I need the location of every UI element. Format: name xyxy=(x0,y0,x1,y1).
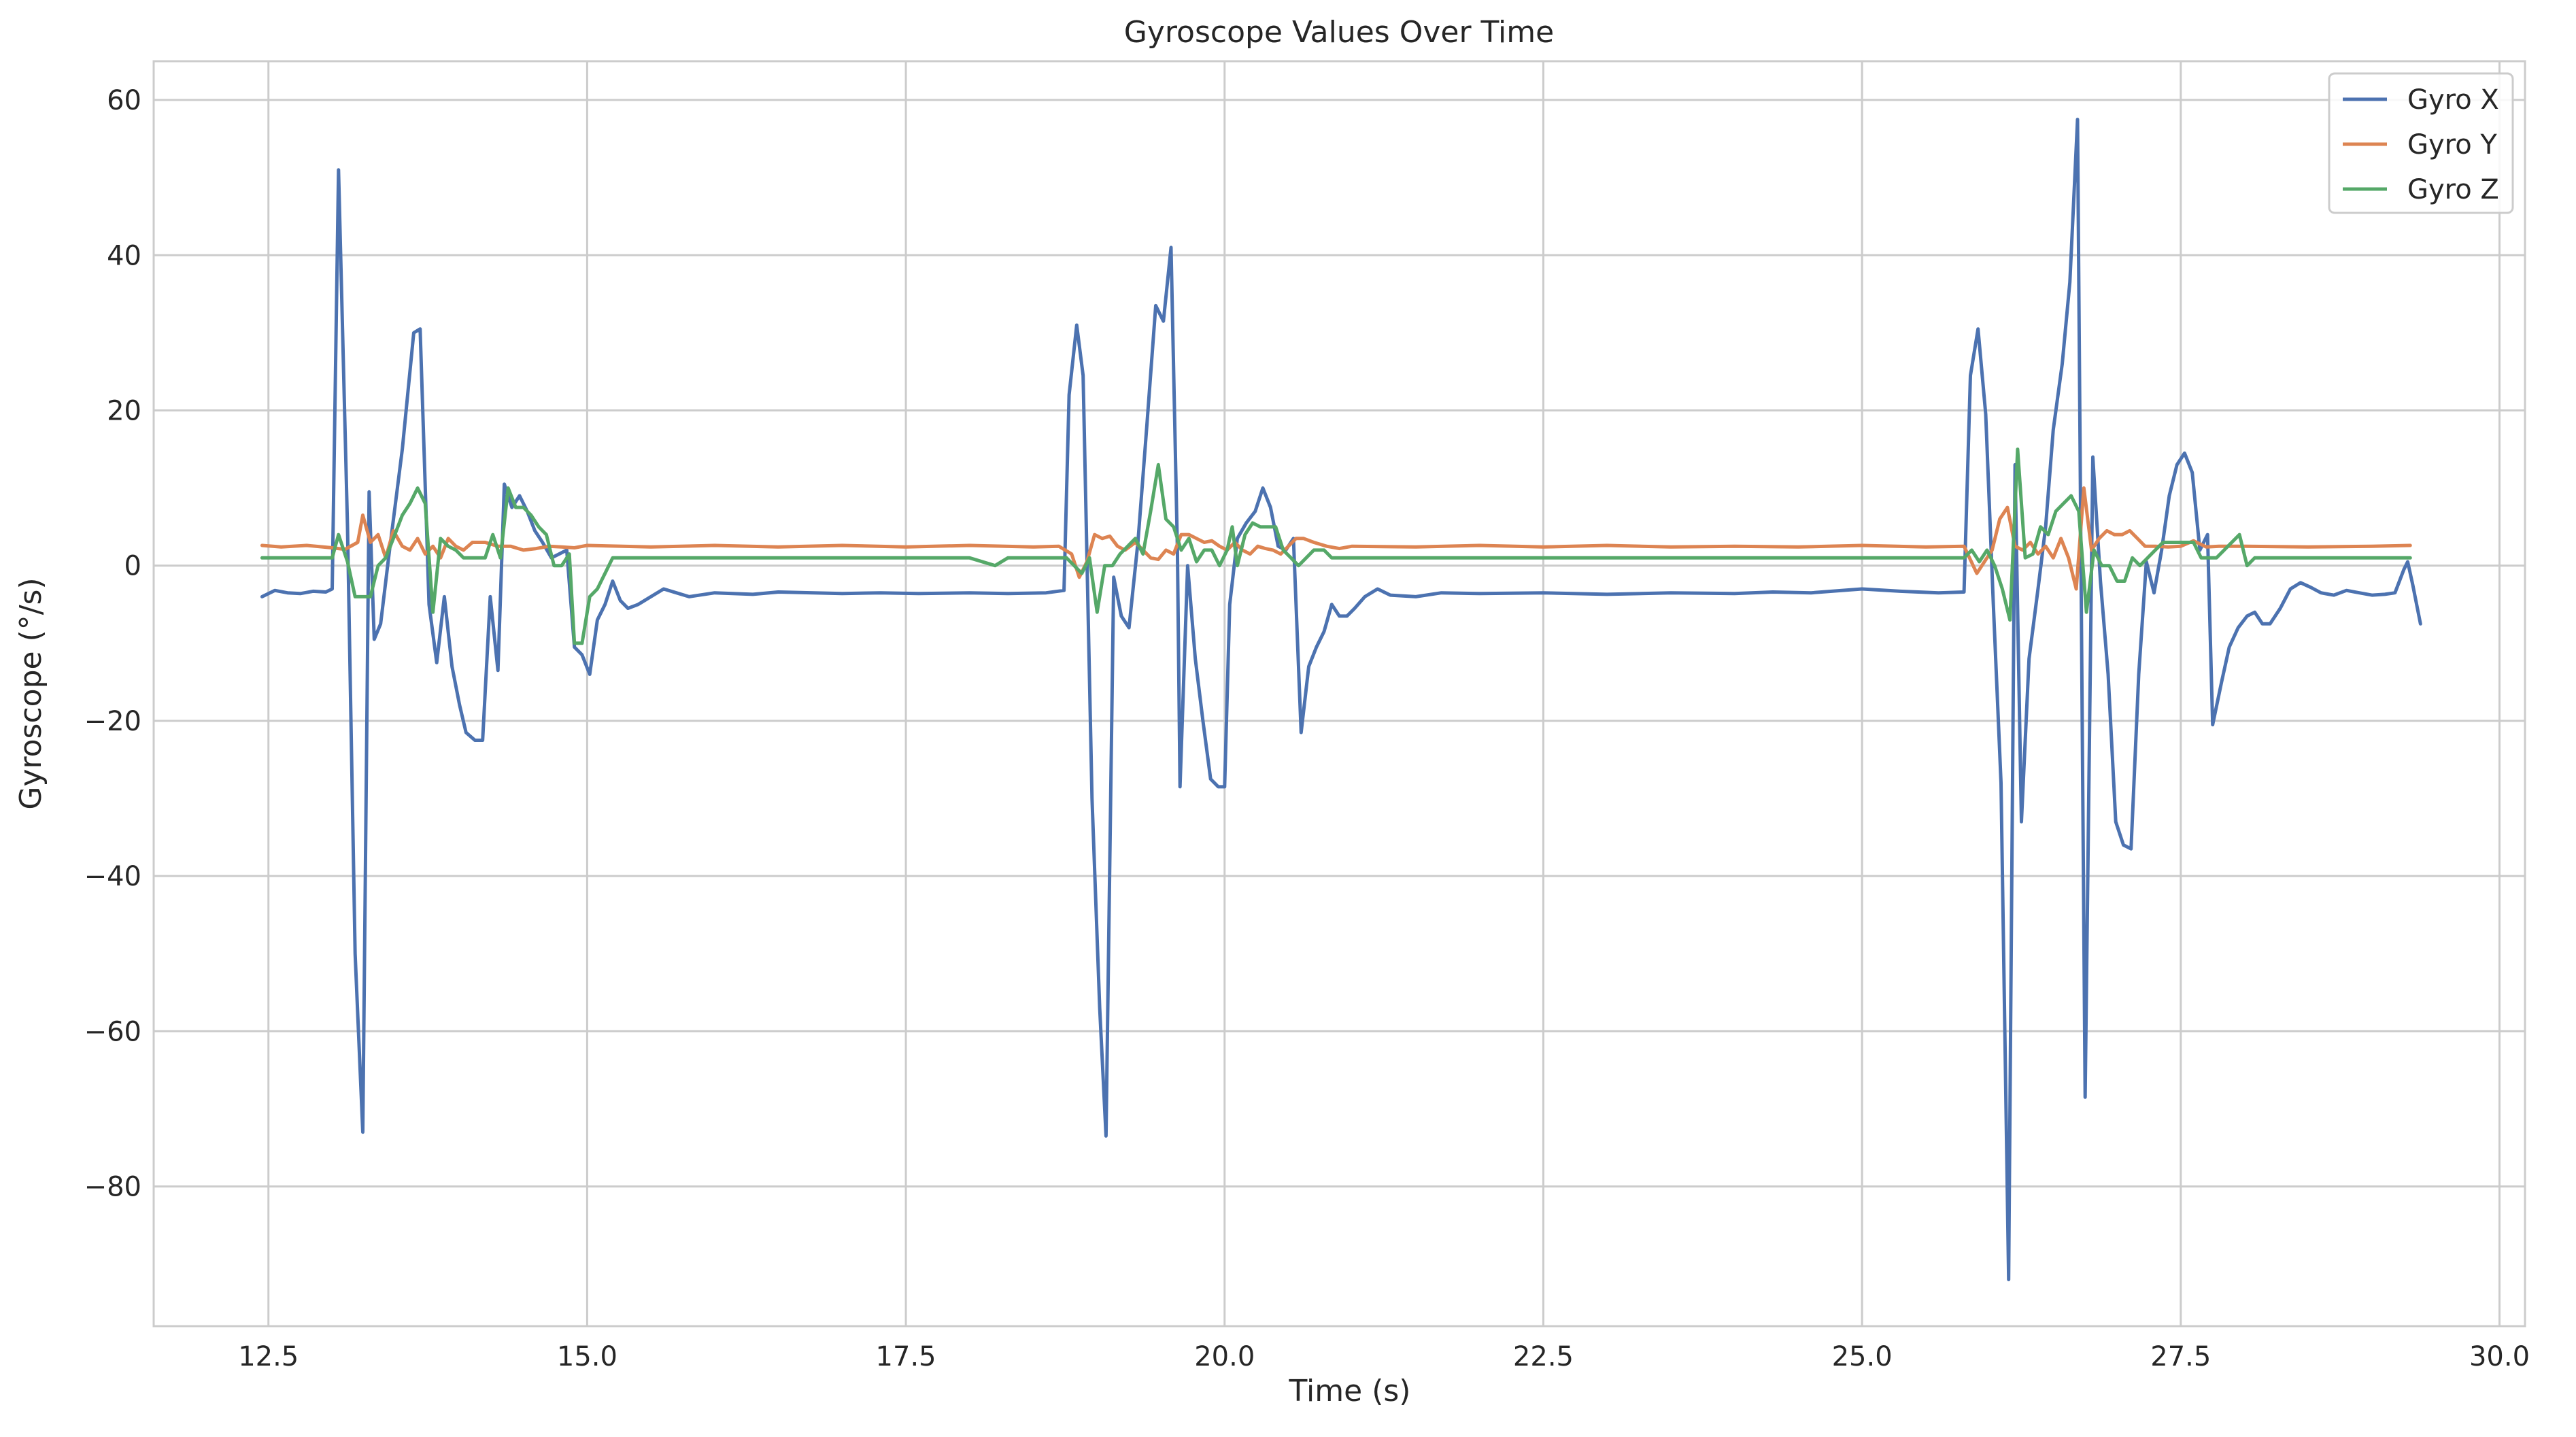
y-axis-ticks: 60 40 20 0 −20 −40 −60 −80 xyxy=(84,85,141,1203)
x-tick-label: 20.0 xyxy=(1194,1341,1255,1372)
x-axis-label: Time (s) xyxy=(1289,1374,1411,1408)
x-tick-label: 25.0 xyxy=(1832,1341,1893,1372)
y-tick-label: 40 xyxy=(107,240,141,271)
series-line-gyro-x xyxy=(260,118,2422,1281)
x-tick-label: 22.5 xyxy=(1513,1341,1574,1372)
legend-label: Gyro Y xyxy=(2407,129,2497,160)
y-axis-label: Gyroscope (°/s) xyxy=(14,577,48,809)
legend: Gyro X Gyro Y Gyro Z xyxy=(2328,72,2514,214)
grid xyxy=(154,61,2525,1326)
x-tick-label: 27.5 xyxy=(2150,1341,2211,1372)
x-tick-label: 15.0 xyxy=(557,1341,617,1372)
plot-area xyxy=(152,60,2526,1328)
y-tick-label: −20 xyxy=(84,706,141,737)
y-tick-label: 20 xyxy=(107,395,141,426)
y-tick-label: 0 xyxy=(124,551,141,582)
series-line-gyro-z xyxy=(260,447,2412,645)
legend-box xyxy=(2328,72,2514,214)
x-tick-label: 12.5 xyxy=(238,1341,299,1372)
legend-label: Gyro Z xyxy=(2407,174,2499,205)
x-tick-label: 30.0 xyxy=(2469,1341,2530,1372)
y-tick-label: 60 xyxy=(107,85,141,116)
x-tick-label: 17.5 xyxy=(876,1341,936,1372)
y-tick-label: −60 xyxy=(84,1016,141,1047)
legend-label: Gyro X xyxy=(2407,84,2499,116)
y-tick-label: −80 xyxy=(84,1172,141,1203)
series-line-gyro-y xyxy=(260,486,2412,591)
chart-title: Gyroscope Values Over Time xyxy=(1124,15,1554,50)
series-lines xyxy=(260,118,2422,1281)
x-axis-ticks: 12.5 15.0 17.5 20.0 22.5 25.0 27.5 30.0 xyxy=(238,1341,2530,1372)
y-tick-label: −40 xyxy=(84,861,141,892)
